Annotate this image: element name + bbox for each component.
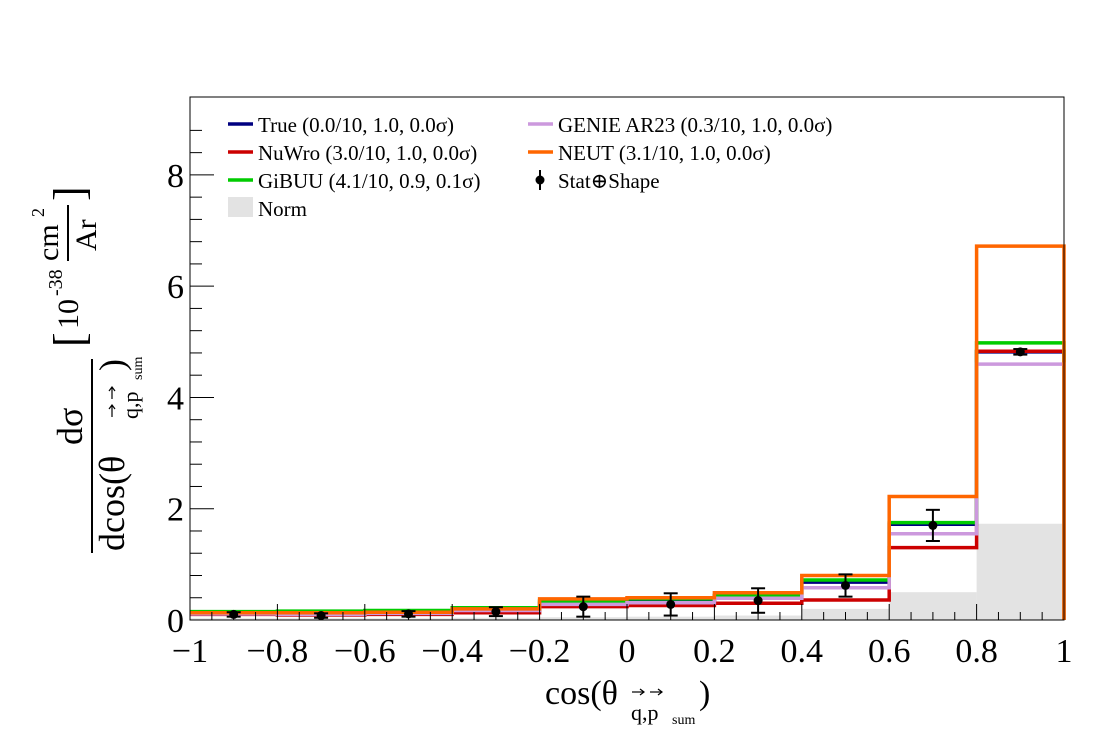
y-tick-label: 4 xyxy=(167,380,184,417)
legend-label: GENIE AR23 (0.3/10, 1.0, 0.0σ) xyxy=(558,113,832,137)
data-point xyxy=(841,581,850,591)
series-line xyxy=(190,350,1066,620)
x-tick-label: 0.2 xyxy=(693,633,736,670)
y-axis-unit-open-bracket: [ xyxy=(45,332,94,347)
y-axis-denominator-close: ) xyxy=(92,359,132,371)
x-tick-label: 0.8 xyxy=(955,633,998,670)
series-line xyxy=(190,362,1066,620)
data-point xyxy=(578,602,588,612)
x-tick-label: −0.4 xyxy=(421,633,483,670)
data-point xyxy=(666,599,676,609)
legend-swatch-point xyxy=(535,175,545,185)
x-tick-label: 0.4 xyxy=(781,633,824,670)
x-tick-label: 0.6 xyxy=(868,633,911,670)
legend-label: NuWro (3.0/10, 1.0, 0.0σ) xyxy=(258,141,477,165)
x-axis-label-main: cos(θ xyxy=(545,675,618,712)
series-layer xyxy=(190,244,1066,620)
norm-band-bin xyxy=(976,523,1064,620)
data-point xyxy=(753,596,763,606)
y-axis-unit-exp: -38 xyxy=(45,269,67,296)
x-axis-label: cos(θ xyxy=(545,675,618,712)
x-axis-label-subsub: sum xyxy=(672,713,695,728)
x-tick-label: −1 xyxy=(172,633,208,670)
y-tick-label: 8 xyxy=(167,158,184,195)
y-axis-unit-close-bracket: ] xyxy=(45,186,94,201)
legend: True (0.0/10, 1.0, 0.0σ) NuWro (3.0/10, 1… xyxy=(228,113,832,221)
data-points-layer xyxy=(226,347,1028,621)
series-line xyxy=(190,349,1066,620)
legend-label: GiBUU (4.1/10, 0.9, 0.1σ) xyxy=(258,169,480,193)
legend-label: Norm xyxy=(258,197,307,221)
ticks-layer xyxy=(189,129,1065,621)
y-axis-unit-num-exp: 2 xyxy=(28,208,48,217)
y-axis-numerator: dσ xyxy=(50,408,90,445)
data-point xyxy=(928,520,938,530)
x-axis-label-sub: q,p xyxy=(631,700,659,725)
tick-labels-layer: −1 −0.8 −0.6 −0.4 −0.2 0 0.2 0.4 0.6 0.8 1 0 2 4 6 8 xyxy=(167,158,1073,670)
legend-label: Stat⊕Shape xyxy=(558,169,660,193)
x-axis-label-close: ) xyxy=(699,675,710,712)
x-axis-label-arrows xyxy=(632,688,663,696)
y-axis-unit-prefix: 10 xyxy=(52,299,85,329)
y-axis-denominator-subsub: sum xyxy=(131,357,146,380)
y-axis-unit-num: cm xyxy=(32,224,65,261)
y-axis-denominator: dcos(θ xyxy=(92,456,132,551)
x-tick-label: 0 xyxy=(619,633,636,670)
legend-label: NEUT (3.1/10, 1.0, 0.0σ) xyxy=(558,141,771,165)
x-tick-label: 1 xyxy=(1056,633,1073,670)
data-point xyxy=(1015,347,1025,357)
y-tick-label: 0 xyxy=(167,603,184,640)
y-tick-label: 2 xyxy=(167,492,184,529)
legend-swatch-band xyxy=(228,197,253,217)
legend-label: True (0.0/10, 1.0, 0.0σ) xyxy=(258,113,454,137)
y-axis-label: dσ dcos(θ q,p sum ) [ 10 -38 cm 2 Ar ] xyxy=(28,186,146,553)
data-point xyxy=(491,607,501,617)
y-axis-denominator-sub: q,p xyxy=(118,392,143,420)
series-line xyxy=(190,244,1066,620)
y-axis-label-arrows xyxy=(108,386,116,417)
series-line xyxy=(190,341,1066,620)
y-axis-unit-den: Ar xyxy=(70,219,103,251)
x-tick-label: −0.6 xyxy=(334,633,396,670)
y-tick-label: 6 xyxy=(167,269,184,306)
x-tick-label: −0.2 xyxy=(509,633,571,670)
x-tick-label: −0.8 xyxy=(247,633,309,670)
